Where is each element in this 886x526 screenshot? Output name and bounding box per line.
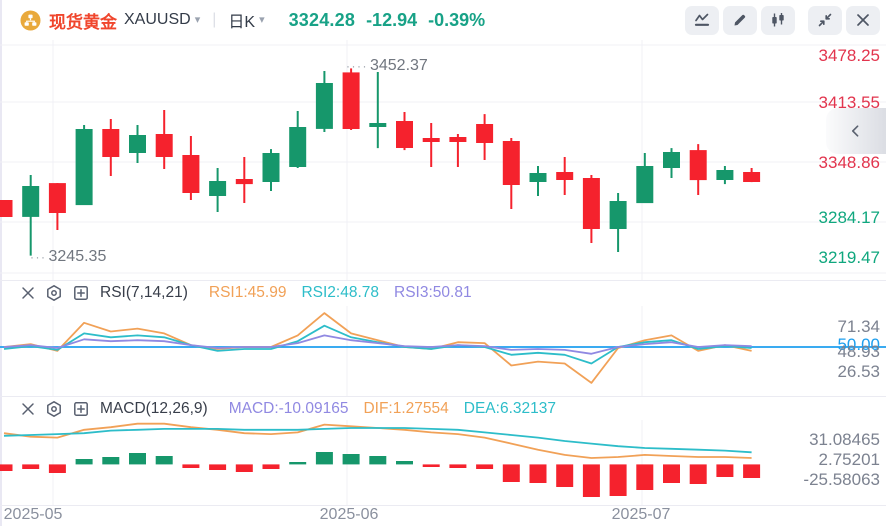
panel-collapse-handle[interactable]	[826, 108, 886, 154]
rsi-settings-button[interactable]	[45, 284, 63, 302]
gear-icon	[47, 401, 61, 417]
price-axis-label: 3348.86	[818, 153, 880, 172]
macd-axis-label: 31.08465	[809, 430, 880, 449]
chart-toolbar	[685, 5, 880, 35]
low-annotation: ··· 3245.35	[30, 248, 106, 266]
macd-readout-dea: DEA:6.32137	[463, 400, 556, 417]
rsi-readout-rsi3: RSI3:50.81	[394, 284, 472, 301]
macd-axis-label: 2.75201	[818, 450, 880, 469]
low-annotation-value: 3245.35	[48, 248, 107, 265]
dotted-leader: ····	[346, 59, 368, 73]
macd-readout-dif: DIF:1.27554	[363, 400, 449, 417]
header-divider: |	[212, 11, 217, 28]
dotted-leader: ···	[30, 250, 47, 264]
close-icon	[857, 14, 869, 26]
gear-icon	[47, 285, 61, 301]
panel-divider	[0, 280, 886, 281]
rsi-add-button[interactable]	[72, 284, 90, 302]
rsi-readouts: RSI1:45.99 RSI2:48.78 RSI3:50.81	[209, 284, 472, 302]
rsi-title: RSI(7,14,21)	[100, 284, 188, 301]
high-annotation-value: 3452.37	[369, 57, 428, 74]
macd-close-button[interactable]	[20, 401, 36, 417]
macd-readout-macd: MACD:-10.09165	[228, 400, 349, 417]
rsi-axis-label: 71.34	[837, 317, 880, 336]
timeframe-selector[interactable]: 日K ▾	[228, 8, 264, 32]
chevron-down-icon: ▾	[259, 13, 265, 26]
chart-header: 现货黄金 XAUUSD ▾ | 日K ▾ 3324.28 -12.94 -0.3…	[0, 0, 886, 40]
panel-divider	[0, 505, 886, 506]
rsi-readout-rsi1: RSI1:45.99	[208, 284, 287, 301]
chevron-down-icon: ▾	[194, 13, 201, 26]
price-change-percent: -0.39%	[428, 9, 486, 30]
symbol-label: XAUUSD	[124, 11, 191, 28]
rsi-axis-label: 48.93	[837, 342, 880, 361]
last-price: 3324.28	[288, 9, 356, 30]
panel-divider	[0, 396, 886, 397]
price-axis-label: 3478.25	[818, 46, 880, 65]
macd-add-button[interactable]	[72, 400, 90, 418]
chart-style-button[interactable]	[761, 5, 795, 35]
candlestick-canvas[interactable]	[0, 40, 886, 280]
x-axis-label: 2025-07	[611, 506, 671, 523]
plus-square-icon	[74, 402, 88, 416]
plus-square-icon	[74, 286, 88, 300]
x-axis-label: 2025-05	[3, 506, 63, 523]
symbol-selector[interactable]: XAUUSD ▾	[124, 11, 200, 29]
x-axis-label: 2025-06	[319, 506, 379, 523]
macd-axis-label: -25.58063	[803, 470, 880, 489]
rsi-close-button[interactable]	[20, 285, 36, 301]
indicator-icon	[694, 13, 710, 26]
indicator-button[interactable]	[685, 5, 719, 35]
price-axis-label: 3413.55	[818, 93, 880, 112]
left-edge-divider	[0, 0, 2, 526]
candlestick-icon	[772, 13, 784, 27]
high-annotation: ···· 3452.37	[346, 57, 428, 75]
collapse-button[interactable]	[808, 5, 842, 35]
rsi-readout-rsi2: RSI2:48.78	[301, 284, 380, 301]
price-axis-label: 3219.47	[818, 248, 880, 267]
gold-coin-icon	[20, 10, 41, 30]
macd-readouts: MACD:-10.09165 DIF:1.27554 DEA:6.32137	[229, 400, 556, 418]
close-icon	[22, 287, 34, 299]
macd-settings-button[interactable]	[45, 400, 63, 418]
rsi-canvas[interactable]	[0, 306, 886, 396]
rsi-panel-header: RSI(7,14,21) RSI1:45.99 RSI2:48.78 RSI3:50…	[20, 281, 472, 305]
chevron-left-icon	[852, 125, 859, 137]
draw-button[interactable]	[723, 5, 757, 35]
price-change: -12.94	[366, 9, 418, 30]
timeframe-label: 日K	[228, 14, 256, 31]
close-icon	[22, 403, 34, 415]
macd-panel-header: MACD(12,26,9) MACD:-10.09165 DIF:1.27554 D…	[20, 397, 556, 421]
rsi-axis-label: 50.00	[837, 335, 880, 354]
collapse-icon	[818, 13, 832, 27]
pencil-icon	[734, 14, 746, 26]
macd-title: MACD(12,26,9)	[100, 400, 208, 417]
rsi-axis-label: 26.53	[837, 362, 880, 381]
macd-canvas[interactable]	[0, 420, 886, 505]
close-button[interactable]	[846, 5, 880, 35]
instrument-name: 现货黄金	[49, 12, 117, 32]
price-axis-label: 3284.17	[818, 208, 880, 227]
